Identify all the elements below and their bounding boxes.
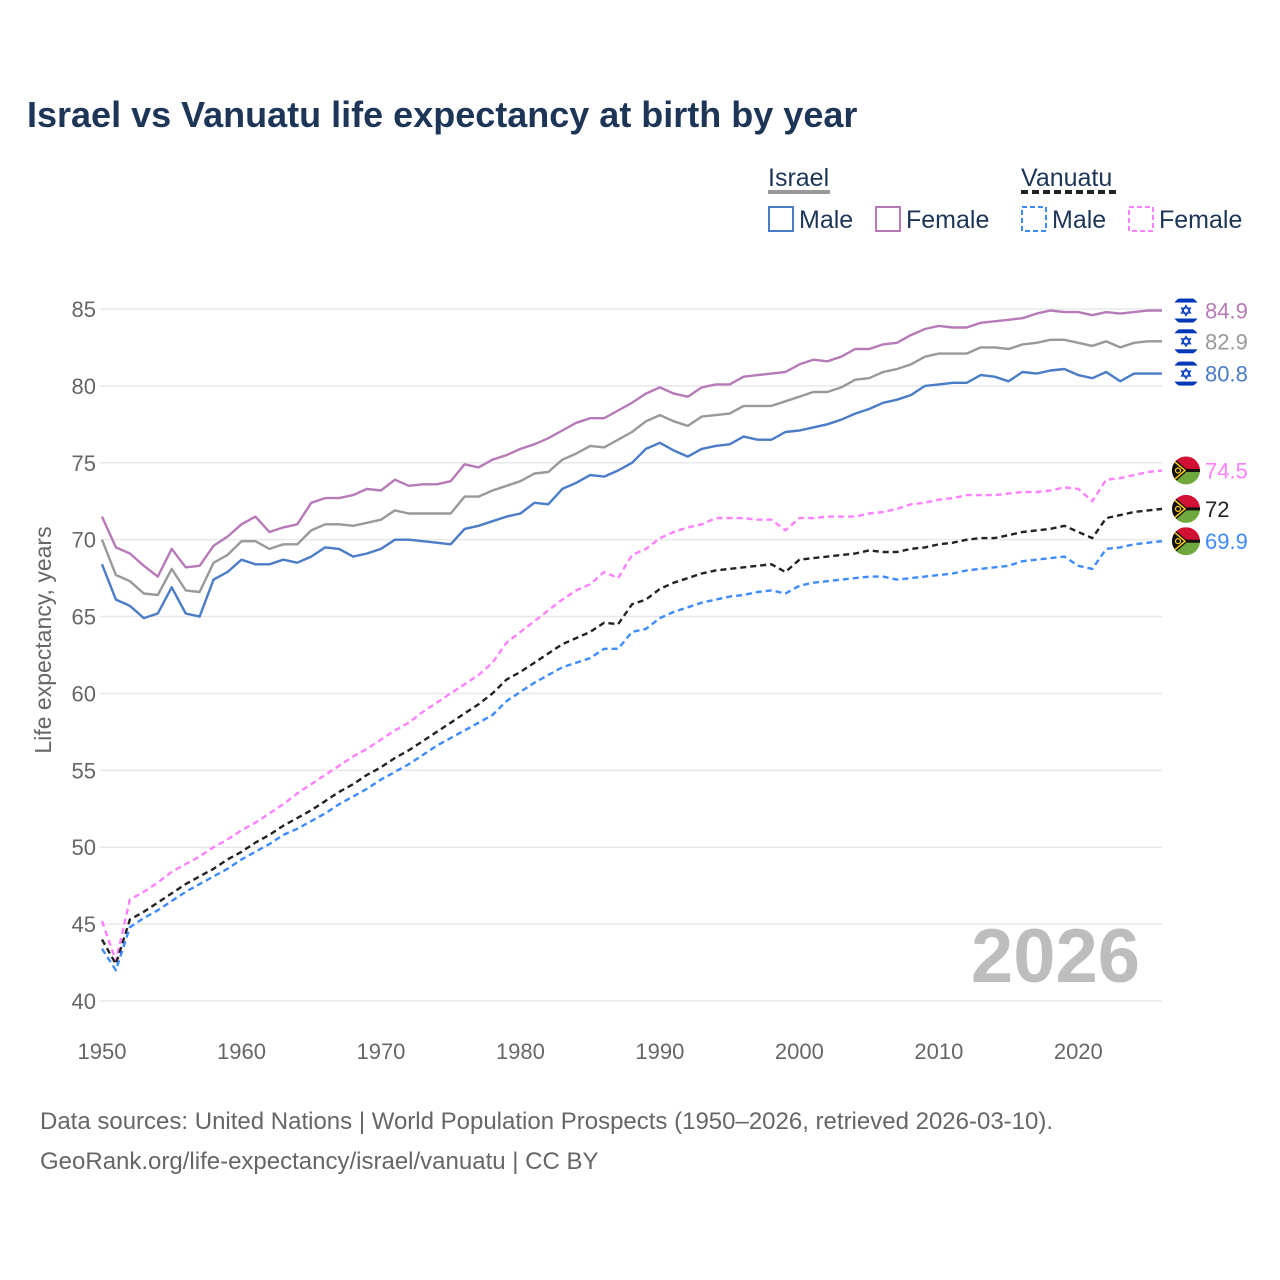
israel-flag-icon: [1172, 359, 1200, 388]
legend-vanuatu-female: Female: [1159, 206, 1242, 234]
series-line-vanuatu-female: [100, 469, 1163, 963]
y-tick-label: 70: [72, 528, 96, 553]
x-tick-label: 2000: [775, 1039, 824, 1064]
end-label: 72: [1205, 497, 1229, 522]
end-label: 74.5: [1205, 458, 1248, 483]
y-axis-label: Life expectancy, years: [30, 526, 56, 753]
year-watermark: 2026: [971, 914, 1140, 999]
end-label: 82.9: [1205, 329, 1248, 354]
x-tick-label: 1990: [635, 1039, 684, 1064]
grid: [100, 308, 1162, 1002]
legend-group-vanuatu: Vanuatu: [1021, 164, 1112, 192]
series-line-vanuatu-male: [100, 540, 1163, 972]
chart-title: Israel vs Vanuatu life expectancy at bir…: [27, 94, 858, 135]
series-line-israel-male: [100, 367, 1162, 620]
legend-swatch-israel-male: [768, 206, 794, 232]
x-axis-ticks: 1950 1960 1970 1980 1990 2000 2010 2020: [78, 1039, 1103, 1064]
legend-israel-male: Male: [799, 206, 853, 234]
end-label: 80.8: [1205, 362, 1248, 387]
legend-swatch-vanuatu-male: [1021, 206, 1047, 232]
series-line-israel-female: [100, 309, 1162, 578]
vanuatu-flag-icon: [1172, 494, 1200, 523]
x-tick-label: 1970: [356, 1039, 405, 1064]
israel-flag-icon: [1172, 327, 1200, 356]
y-tick-label: 40: [72, 989, 96, 1014]
end-label: 69.9: [1205, 529, 1248, 554]
y-tick-label: 80: [72, 374, 96, 399]
legend-israel-female: Female: [906, 206, 989, 234]
y-tick-label: 65: [72, 605, 96, 630]
legend-group-israel: Israel: [768, 164, 829, 192]
x-tick-label: 1980: [496, 1039, 545, 1064]
source-link[interactable]: GeoRank.org/life-expectancy/israel/vanua…: [40, 1148, 599, 1175]
y-tick-label: 45: [72, 912, 96, 937]
y-tick-label: 60: [72, 681, 96, 706]
legend: Israel Male Female Vanuatu Male Female: [768, 164, 1242, 234]
x-tick-label: 1950: [78, 1039, 127, 1064]
x-tick-label: 2010: [914, 1039, 963, 1064]
legend-vanuatu-male: Male: [1052, 206, 1106, 234]
y-tick-label: 55: [72, 758, 96, 783]
end-label: 84.9: [1205, 299, 1248, 324]
x-tick-label: 1960: [217, 1039, 266, 1064]
vanuatu-flag-icon: [1172, 456, 1200, 485]
y-tick-label: 85: [72, 297, 96, 322]
series-line-vanuatu: [100, 507, 1163, 966]
israel-flag-icon: [1172, 296, 1200, 325]
end-labels: 84.9 82.9 80.8 74.5 72 69.9: [1172, 296, 1248, 556]
vanuatu-flag-icon: [1172, 527, 1200, 556]
x-tick-label: 2020: [1054, 1039, 1103, 1064]
series-line-israel: [100, 338, 1162, 597]
data-source-note: Data sources: United Nations | World Pop…: [40, 1108, 1054, 1135]
legend-swatch-israel-female: [875, 206, 901, 232]
y-axis-ticks: 40 45 50 55 60 65 70 75 80 85: [72, 297, 96, 1014]
legend-swatch-vanuatu-female: [1128, 206, 1154, 232]
series-lines: [100, 309, 1163, 972]
y-tick-label: 75: [72, 451, 96, 476]
y-tick-label: 50: [72, 835, 96, 860]
